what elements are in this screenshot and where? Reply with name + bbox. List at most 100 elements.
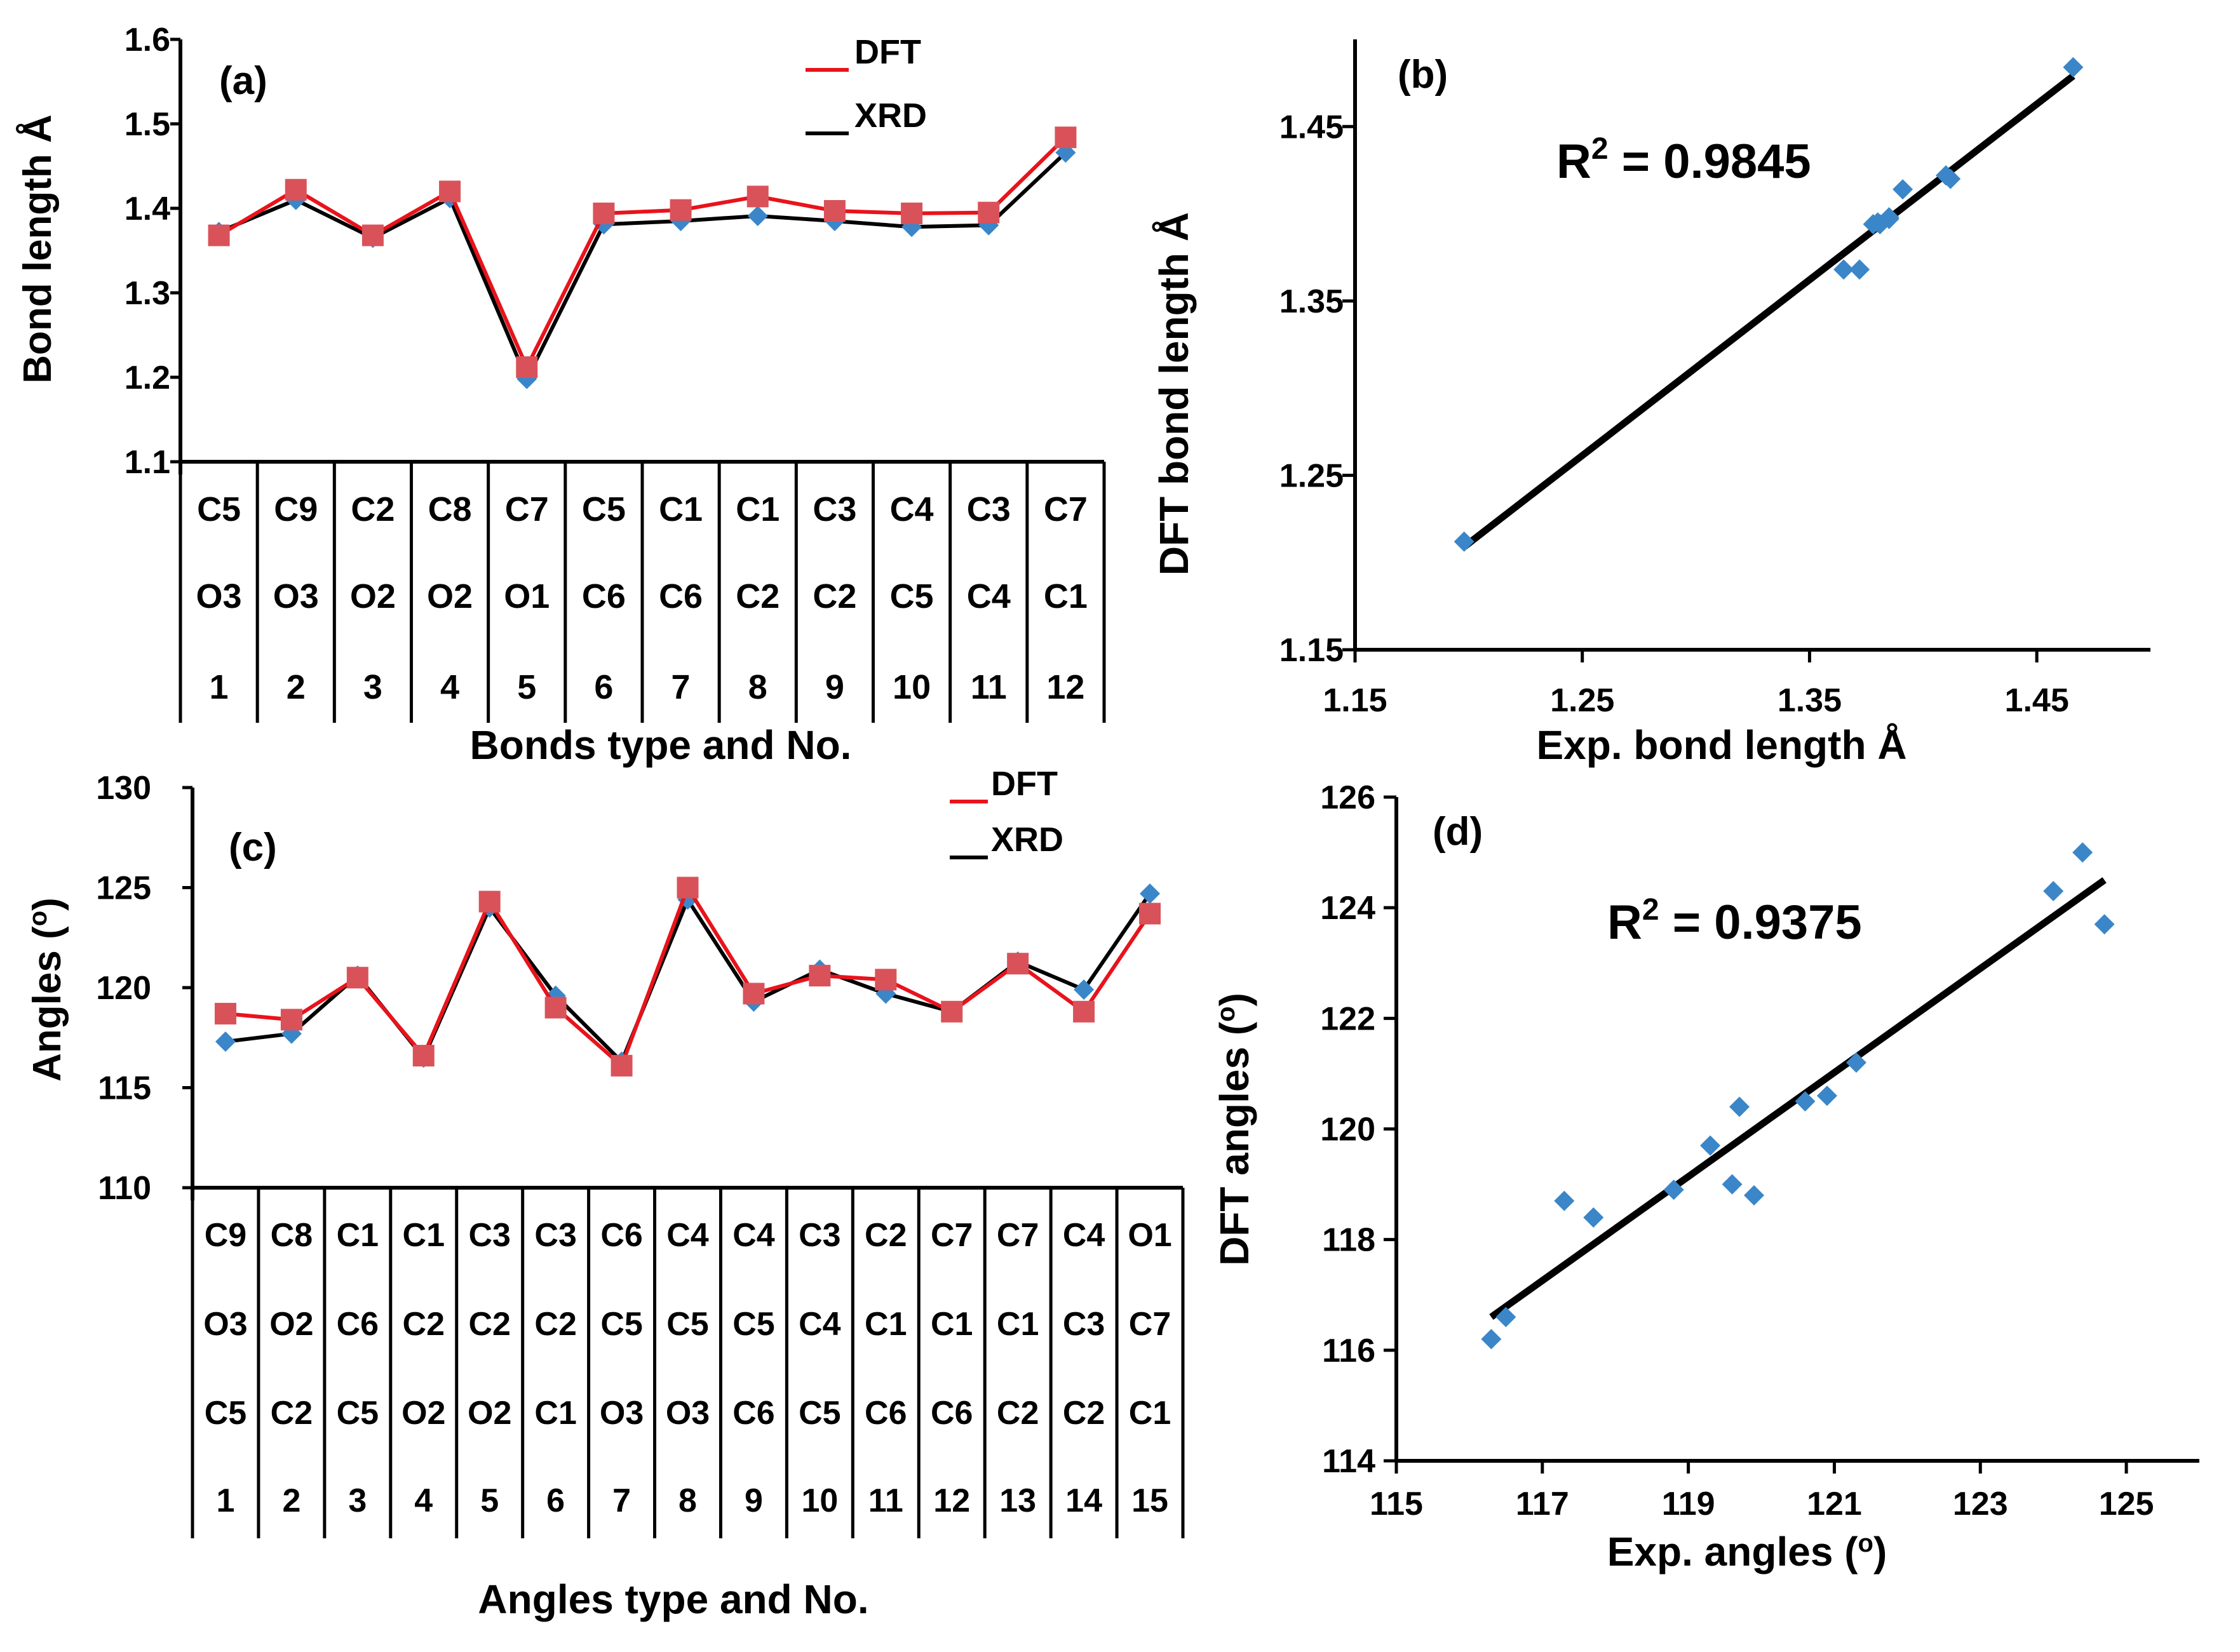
panel-b-y-axis-title: DFT bond length Å <box>1151 212 1197 575</box>
panel-c-dft-point <box>875 969 897 991</box>
panel-c-category-label: C7 <box>1129 1306 1171 1343</box>
panel-c-category-label: 15 <box>1131 1482 1168 1519</box>
panel-c-dft-point <box>346 967 368 989</box>
panel-a-y-tick-label: 1.4 <box>125 191 170 227</box>
panel-c-legend-dft-label: DFT <box>991 765 1058 803</box>
panel-a-category-label: C3 <box>813 490 856 528</box>
panel-c-category-label: C2 <box>271 1395 313 1432</box>
panel-a-legend-xrd-label: XRD <box>854 97 927 135</box>
panel-c-category-label: 1 <box>217 1482 235 1519</box>
panel-c-category-label: C1 <box>931 1306 973 1343</box>
panel-a-dft-point <box>439 180 461 203</box>
panel-c-dft-point <box>1073 1000 1095 1023</box>
panel-c-category-label: C2 <box>997 1395 1039 1432</box>
panel-b-label: (b) <box>1398 53 1448 97</box>
panel-c-dft-point <box>214 1002 236 1024</box>
panel-b-y-tick-label: 1.15 <box>1279 632 1344 669</box>
panel-c-dft-point <box>280 1009 302 1031</box>
panel-d-x-tick-label: 119 <box>1662 1486 1715 1522</box>
panel-c-category-label: C4 <box>732 1217 775 1254</box>
panel-a-category-label: C7 <box>1044 490 1088 528</box>
panel-d-y-tick-label: 126 <box>1320 779 1375 816</box>
panel-a-category-label: 9 <box>825 668 844 706</box>
panel-b-x-tick-label: 1.15 <box>1323 682 1387 719</box>
panel-a-y-tick-label: 1.6 <box>125 22 170 58</box>
panel-a-category-label: O3 <box>273 577 319 615</box>
panel-a-category-label: C3 <box>967 490 1011 528</box>
panel-c-category-label: C5 <box>600 1306 642 1343</box>
panel-b-data-point <box>1879 208 1899 229</box>
panel-c-category-label: C5 <box>337 1395 379 1432</box>
panel-b-x-tick-label: 1.45 <box>2005 682 2069 719</box>
panel-c-category-label: C1 <box>1129 1395 1171 1432</box>
panel-d-data-point <box>1700 1135 1721 1156</box>
panel-a-dft-point <box>593 202 615 224</box>
panel-a-dft-point <box>823 199 846 222</box>
panel-a-dft-point <box>746 185 769 208</box>
panel-c-category-label: C2 <box>1063 1395 1105 1432</box>
panel-b-x-axis-title: Exp. bond length Å <box>1536 722 1906 768</box>
panel-c-category-label: 10 <box>801 1482 838 1519</box>
panel-a-category-label: O3 <box>196 577 242 615</box>
panel-d-data-point <box>1729 1096 1750 1117</box>
panel-d-data-point <box>1795 1091 1816 1111</box>
panel-b-trend-line <box>1462 73 2075 550</box>
panel-a-y-tick-label: 1.3 <box>125 275 170 312</box>
panel-c-category-label: C6 <box>337 1306 379 1343</box>
panel-c-category-label: 12 <box>933 1482 970 1519</box>
panel-c-category-label: 4 <box>414 1482 433 1519</box>
panel-c-category-label: C3 <box>468 1217 510 1254</box>
panel-c-category-label: 9 <box>745 1482 763 1519</box>
panel-a: 1.1 1.2 1.3 1.4 1.5 1.6 C5 O3 1 C9 O3 2 C2 O2 3 C8 O2 4 C7… <box>16 22 1106 768</box>
panel-a-category-label: 5 <box>517 668 536 706</box>
panel-a-category-label: C1 <box>736 490 779 528</box>
panel-d-y-tick-label: 124 <box>1320 890 1375 927</box>
panel-d-data-point <box>2043 881 2064 902</box>
panel-d-data-point <box>1583 1207 1604 1228</box>
panel-d-x-tick-label: 117 <box>1516 1486 1569 1522</box>
panel-c-dft-point <box>412 1045 435 1067</box>
panel-d: 114 116 118 120 122 124 126 115 117 119 121 123 125 (… <box>1211 779 2199 1575</box>
panel-c-dft-point <box>544 997 567 1019</box>
panel-d-y-axis-title: DFT angles (o) <box>1211 993 1257 1266</box>
panel-b-data-point <box>1849 259 1870 280</box>
panel-c-category-label: C2 <box>865 1217 907 1254</box>
panel-c-category-label: C2 <box>534 1306 576 1343</box>
panel-b-y-tick-label: 1.35 <box>1279 283 1344 320</box>
panel-c-category-label: O3 <box>203 1306 247 1343</box>
panel-d-x-tick-label: 115 <box>1370 1486 1423 1522</box>
panel-c-category-label: C6 <box>732 1395 774 1432</box>
panel-c-category-label: C4 <box>666 1217 709 1254</box>
panel-b-data-point <box>1940 168 1961 189</box>
panel-c-category-label: C1 <box>337 1217 379 1254</box>
panel-a-label: (a) <box>219 59 267 103</box>
panel-c-category-label: C6 <box>865 1395 907 1432</box>
panel-c-dft-point <box>941 1000 963 1023</box>
panel-d-data-point <box>1495 1306 1516 1327</box>
panel-c-category-label: C1 <box>865 1306 907 1343</box>
panel-a-y-tick-label: 1.5 <box>125 106 170 143</box>
panel-a-category-label: 12 <box>1046 668 1084 706</box>
panel-a-category-label: 3 <box>363 668 382 706</box>
panel-a-category-label: C8 <box>428 490 472 528</box>
panel-c-category-label: C1 <box>997 1306 1039 1343</box>
panel-c-dft-point <box>677 876 699 899</box>
panel-c-legend-xrd-label: XRD <box>991 821 1063 859</box>
panel-c-category-label: C1 <box>534 1395 576 1432</box>
panel-a-y-tick-label: 1.2 <box>125 359 170 396</box>
panel-a-dft-point <box>1055 126 1077 149</box>
panel-a-dft-point <box>670 199 692 221</box>
panel-c-category-label: C7 <box>931 1217 973 1254</box>
panel-c-category-label: C5 <box>205 1395 246 1432</box>
panel-c-category-label: 11 <box>868 1482 903 1519</box>
panel-c-category-label: C3 <box>799 1217 840 1254</box>
panel-a-dft-point <box>208 224 230 246</box>
panel-a-category-label: C1 <box>1044 577 1088 615</box>
panel-c-y-tick-label: 130 <box>96 770 151 807</box>
panel-a-dft-point <box>978 201 1000 224</box>
panel-c-category-label: C5 <box>799 1395 840 1432</box>
panel-c-category-label: C7 <box>997 1217 1039 1254</box>
panel-c-category-label: 14 <box>1065 1482 1102 1519</box>
panel-a-xrd-point <box>747 205 768 226</box>
panel-a-category-label: C1 <box>659 490 703 528</box>
